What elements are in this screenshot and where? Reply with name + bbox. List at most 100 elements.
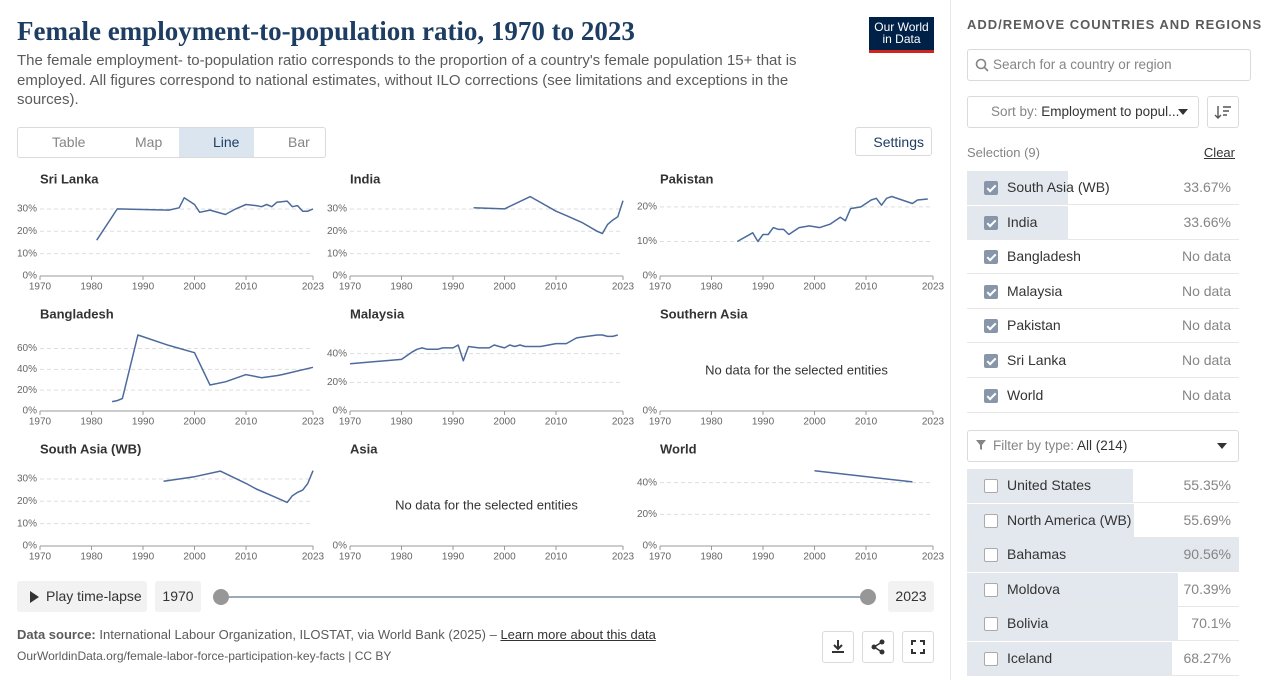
- start-year[interactable]: 1970: [155, 581, 201, 612]
- x-tick-label: 1990: [752, 417, 775, 428]
- download-button[interactable]: [822, 631, 854, 663]
- x-tick-label: 2010: [855, 417, 878, 428]
- list-row[interactable]: United States 55.35%: [967, 469, 1239, 503]
- row-name: South Asia (WB): [1007, 179, 1110, 195]
- sort-value: Employment to popul...: [1041, 104, 1180, 119]
- x-tick-label: 2010: [235, 282, 258, 293]
- x-tick-label: 2023: [922, 552, 945, 563]
- x-tick-label: 1990: [442, 282, 465, 293]
- learn-more-link[interactable]: Learn more about this data: [500, 627, 656, 642]
- list-row[interactable]: South Asia (WB) 33.67%: [967, 171, 1239, 205]
- x-tick-label: 2010: [235, 417, 258, 428]
- checkbox[interactable]: [984, 582, 998, 597]
- sort-label: Sort by:: [991, 104, 1038, 119]
- tab[interactable]: Table: [52, 134, 86, 150]
- chart-title: Southern Asia: [660, 306, 748, 321]
- sidebar-heading: ADD/REMOVE COUNTRIES AND REGIONS: [967, 17, 1263, 32]
- share-button[interactable]: [862, 631, 894, 663]
- list-row[interactable]: India 33.66%: [967, 205, 1239, 240]
- x-tick-label: 2023: [302, 417, 325, 428]
- x-tick-label: 2010: [235, 552, 258, 563]
- no-data-note: No data for the selected entities: [705, 362, 888, 377]
- line: [111, 334, 314, 403]
- checkbox[interactable]: [984, 181, 998, 195]
- search-box[interactable]: Search for a country or region: [967, 49, 1251, 81]
- source-label: Data source:: [17, 627, 96, 642]
- checkbox[interactable]: [984, 250, 998, 265]
- list-row[interactable]: Sri Lanka No data: [967, 344, 1239, 378]
- x-tick-label: 1990: [132, 417, 155, 428]
- selection-label: Selection (9): [967, 145, 1040, 160]
- line: [96, 197, 314, 241]
- x-tick-label: 2010: [545, 282, 568, 293]
- source: Data source: International Labour Organi…: [17, 627, 656, 642]
- tab[interactable]: Line: [179, 128, 254, 157]
- clear-button[interactable]: Clear: [1203, 145, 1235, 160]
- x-tick-label: 1990: [442, 417, 465, 428]
- list-row[interactable]: Bolivia 70.1%: [967, 607, 1239, 642]
- chart-title: India: [350, 171, 381, 186]
- chart-title: Pakistan: [660, 171, 714, 186]
- source-text: International Labour Organization, ILOST…: [99, 627, 497, 642]
- x-tick-label: 1980: [390, 417, 413, 428]
- x-tick-label: 2000: [493, 552, 516, 563]
- x-tick-label: 1970: [29, 282, 52, 293]
- x-tick-label: 1980: [390, 552, 413, 563]
- filter-dropdown[interactable]: Filter by type: All (214): [967, 430, 1239, 462]
- y-tick-label: 0%: [643, 541, 658, 552]
- list-row[interactable]: Malaysia No data: [967, 275, 1239, 309]
- sort-order-button[interactable]: [1207, 96, 1239, 128]
- checkbox[interactable]: [984, 548, 998, 563]
- x-tick-label: 1970: [29, 417, 52, 428]
- row-value: 90.56%: [1183, 546, 1231, 563]
- x-tick-label: 2023: [612, 417, 635, 428]
- fullscreen-button[interactable]: [902, 631, 934, 663]
- list-row[interactable]: Pakistan No data: [967, 309, 1239, 344]
- x-tick-label: 1970: [649, 417, 672, 428]
- row-value: No data: [1181, 386, 1231, 403]
- play-button[interactable]: Play time-lapse: [17, 581, 147, 612]
- row-value: 33.66%: [1183, 213, 1231, 230]
- y-tick-label: 10%: [327, 248, 347, 259]
- sidebar: [950, 0, 1268, 680]
- checkbox[interactable]: [984, 513, 998, 528]
- checkbox[interactable]: [984, 388, 998, 403]
- list-row[interactable]: Moldova 70.39%: [967, 572, 1239, 607]
- y-tick-label: 10%: [637, 236, 657, 247]
- settings-button[interactable]: Settings: [855, 127, 932, 156]
- slider-handle[interactable]: [213, 589, 229, 605]
- checkbox[interactable]: [984, 479, 998, 493]
- x-tick-label: 2010: [855, 552, 878, 563]
- chart-title: World: [660, 441, 697, 456]
- slider-handle[interactable]: [860, 589, 876, 605]
- chart-title: Asia: [350, 441, 378, 456]
- end-year[interactable]: 2023: [888, 581, 934, 612]
- sort-dropdown[interactable]: Sort by: Employment to popul...: [967, 96, 1199, 128]
- checkbox[interactable]: [984, 319, 998, 334]
- tab[interactable]: Map: [135, 134, 163, 150]
- url: OurWorldinData.org/female-labor-force-pa…: [17, 649, 392, 663]
- x-tick-label: 2023: [922, 417, 945, 428]
- list-row[interactable]: Iceland 68.27%: [967, 642, 1239, 676]
- x-tick-label: 2000: [183, 552, 206, 563]
- y-tick-label: 10%: [17, 518, 37, 529]
- x-tick-label: 1970: [339, 552, 362, 563]
- list-row[interactable]: World No data: [967, 379, 1239, 413]
- checkbox[interactable]: [984, 652, 998, 666]
- checkbox[interactable]: [984, 617, 998, 632]
- logo[interactable]: Our World in Data: [869, 17, 934, 53]
- list-row[interactable]: Bahamas 90.56%: [967, 538, 1239, 573]
- row-name: North America (WB): [1007, 511, 1132, 528]
- checkbox[interactable]: [984, 354, 998, 368]
- tab[interactable]: Bar: [288, 134, 310, 150]
- list-row[interactable]: Bangladesh No data: [967, 240, 1239, 275]
- list-row[interactable]: North America (WB) 55.69%: [967, 503, 1239, 538]
- row-name: Bolivia: [1007, 615, 1049, 632]
- chart-title: Bangladesh: [40, 306, 114, 321]
- row-value: No data: [1181, 248, 1231, 265]
- x-tick-label: 1980: [390, 282, 413, 293]
- checkbox[interactable]: [984, 284, 998, 299]
- checkbox[interactable]: [984, 215, 998, 230]
- y-tick-label: 0%: [23, 541, 38, 552]
- filter-icon: [976, 440, 986, 450]
